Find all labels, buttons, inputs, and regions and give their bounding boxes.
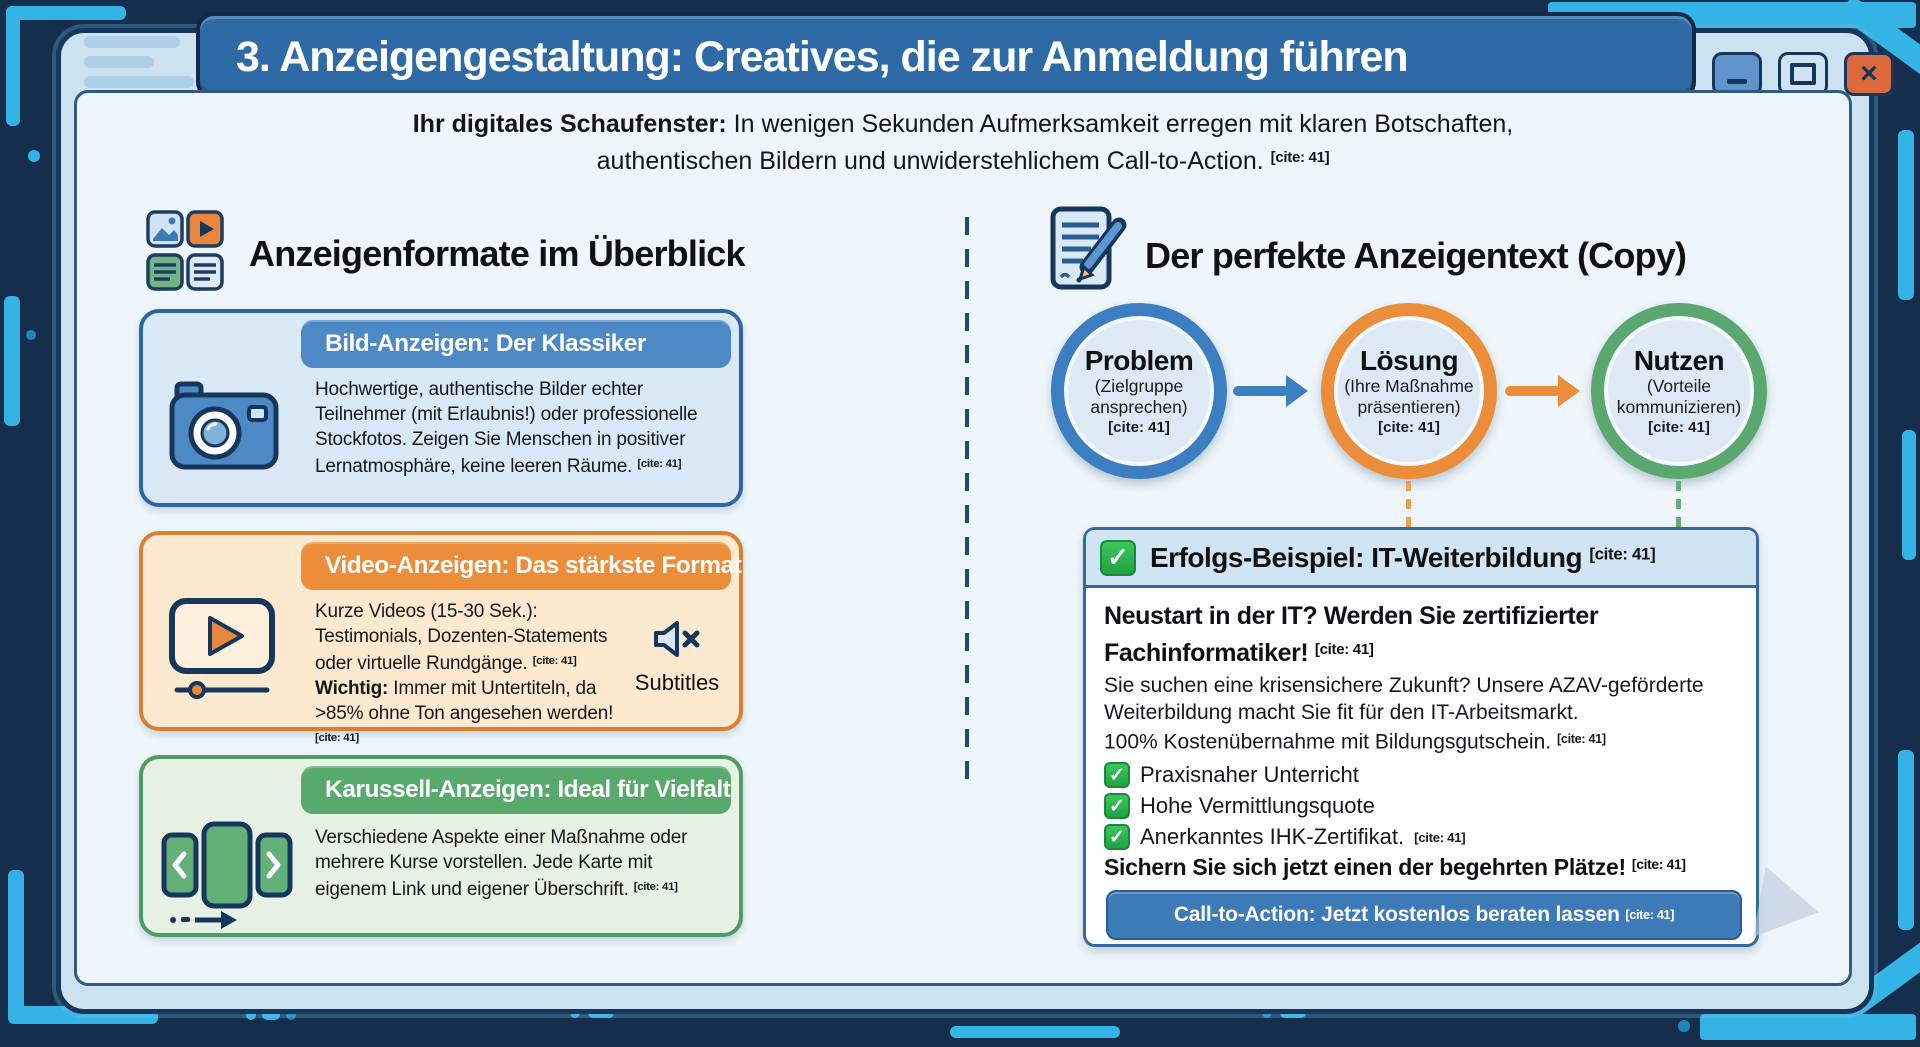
connector-line-orange (1406, 481, 1411, 527)
copywriting-icon (1050, 206, 1127, 290)
intro-line2: authentischen Bildern und unwiderstehlic… (596, 146, 1330, 175)
example-checklist: ✓ Praxisnaher Unterricht ✓ Hohe Vermittl… (1104, 762, 1744, 855)
frame-deco-top-left-horizontal (6, 6, 126, 20)
card-body-image: Hochwertige, authentische Bilder echter … (315, 379, 698, 478)
frame-deco-dot (1678, 1020, 1690, 1032)
tab-stripe-deco (84, 56, 154, 68)
citation: [cite: 41] (1108, 418, 1170, 436)
citation: [cite: 41] (1414, 829, 1466, 845)
card-body-carousel: Verschiedene Aspekte einer Maßnahme oder… (315, 827, 688, 901)
step-circle-solution: Lösung (Ihre Maßnahme präsentieren) [cit… (1321, 303, 1497, 479)
card-title-image: Bild-Anzeigen: Der Klassiker (301, 320, 731, 368)
frame-deco-right-vertical (1898, 130, 1914, 300)
maximize-icon (1790, 63, 1816, 85)
example-closing: Sichern Sie sich jetzt einen der begehrt… (1104, 854, 1686, 880)
frame-deco-dash (262, 1010, 280, 1020)
intro-text: Ihr digitales Schaufenster: In wenigen S… (77, 107, 1849, 178)
minimize-button[interactable] (1712, 52, 1762, 96)
checklist-item: ✓ Praxisnaher Unterricht (1104, 762, 1744, 788)
tab-stripe-deco (84, 76, 194, 88)
format-card-image: Bild-Anzeigen: Der Klassiker Hochwertige… (139, 309, 743, 507)
format-card-video: Video-Anzeigen: Das stärkste Format Kurz… (139, 531, 743, 744)
window-controls: × (1712, 52, 1894, 96)
example-body: Sie suchen eine krisensichere Zukunft? U… (1104, 674, 1704, 754)
example-header: ✓ Erfolgs-Beispiel: IT-Weiterbildung [ci… (1086, 530, 1756, 588)
check-icon: ✓ (1100, 539, 1136, 576)
frame-deco-left-bracket (4, 296, 20, 426)
formats-heading: Anzeigenformate im Überblick (249, 233, 746, 274)
intro-line1: Ihr digitales Schaufenster: In wenigen S… (77, 107, 1849, 141)
connector-line-green (1676, 481, 1681, 527)
speaker-mute-icon (654, 621, 700, 657)
citation: [cite: 41] (1631, 856, 1686, 872)
intro-line1-rest: In wenigen Sekunden Aufmerksamkeit erreg… (726, 110, 1514, 138)
example-title: Erfolgs-Beispiel: IT-Weiterbildung [cite… (1150, 541, 1656, 573)
step-circle-benefit: Nutzen (Vorteile kommunizieren) [cite: 4… (1591, 303, 1767, 479)
video-player-icon (169, 598, 275, 699)
card-title-carousel: Karussell-Anzeigen: Ideal für Vielfalt (301, 766, 731, 814)
citation: [cite: 41] (633, 881, 678, 893)
section-divider (965, 217, 969, 783)
content-panel: Ihr digitales Schaufenster: In wenigen S… (74, 90, 1852, 986)
citation: [cite: 41] (637, 458, 682, 470)
check-icon: ✓ (1104, 762, 1130, 788)
format-card-carousel: Karussell-Anzeigen: Ideal für Vielfalt V… (139, 755, 743, 937)
minimize-icon (1727, 78, 1747, 84)
frame-deco-right-bracket (1902, 430, 1916, 560)
citation: [cite: 41] (1314, 641, 1374, 658)
window-title-bar: 3. Anzeigengestaltung: Creatives, die zu… (196, 12, 1696, 100)
citation: [cite: 41] (1648, 418, 1710, 436)
checklist-item: ✓ Anerkanntes IHK-Zertifikat. [cite: 41] (1104, 824, 1744, 850)
frame-deco-bottom-bar (950, 1026, 1120, 1038)
camera-icon (169, 381, 279, 470)
frame-deco-dot (286, 1010, 296, 1020)
frame-deco-bottom-left-vertical (8, 870, 24, 1020)
maximize-button[interactable] (1778, 52, 1828, 96)
intro-lead: Ihr digitales Schaufenster: (412, 110, 727, 138)
card-title-video: Video-Anzeigen: Das stärkste Format (301, 542, 742, 590)
citation: [cite: 41] (1556, 732, 1606, 746)
citation: [cite: 41] (532, 655, 577, 667)
citation: [cite: 41] (1270, 149, 1330, 166)
copy-heading: Der perfekte Anzeigentext (Copy) (1145, 235, 1687, 276)
tab-stripe-deco (84, 36, 180, 48)
frame-deco-dot (26, 330, 36, 340)
cta-button[interactable]: Call-to-Action: Jetzt kostenlos beraten … (1106, 890, 1742, 940)
check-icon: ✓ (1104, 824, 1130, 850)
frame-deco-dot (28, 150, 40, 162)
arrow-icon (1505, 375, 1580, 407)
watermark-arrow (1753, 866, 1825, 948)
subtitles-label: Subtitles (634, 670, 720, 695)
check-icon: ✓ (1104, 793, 1130, 819)
citation: [cite: 41] (315, 732, 359, 745)
frame-deco-dot (246, 1010, 256, 1020)
citation: [cite: 41] (1625, 908, 1675, 922)
citation: [cite: 41] (1378, 418, 1440, 436)
card-body-video: Kurze Videos (15-30 Sek.): Testimonials,… (315, 601, 614, 745)
ad-formats-icon (146, 210, 224, 291)
carousel-icon (161, 821, 293, 929)
close-button[interactable]: × (1844, 52, 1894, 96)
arrow-icon (1233, 375, 1308, 407)
subtitles-note: Subtitles (623, 617, 731, 696)
example-headline: Neustart in der IT? Werden Sie zertifizi… (1104, 602, 1599, 667)
checklist-item: ✓ Hohe Vermittlungsquote (1104, 793, 1744, 819)
frame-deco-bottom-right-vertical (1898, 750, 1914, 930)
example-card: ✓ Erfolgs-Beispiel: IT-Weiterbildung [ci… (1083, 527, 1759, 947)
window-title: 3. Anzeigengestaltung: Creatives, die zu… (236, 33, 1409, 81)
citation: [cite: 41] (1589, 543, 1656, 563)
frame-deco-bottom-right-band (1700, 1014, 1916, 1040)
step-circle-problem: Problem (Zielgruppe ansprechen) [cite: 4… (1051, 303, 1227, 479)
close-icon: × (1860, 57, 1878, 90)
frame-deco-top-left-vertical (6, 6, 20, 126)
